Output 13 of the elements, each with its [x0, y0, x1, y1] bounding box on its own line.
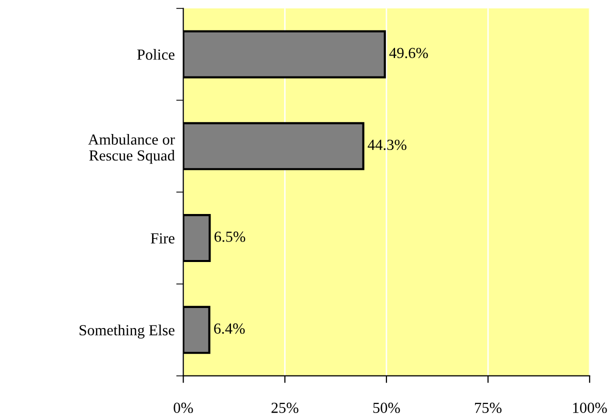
data-label: 6.5% [214, 232, 246, 242]
x-tick-label: 50% [373, 402, 400, 414]
x-tick-label: 0% [174, 402, 193, 414]
y-tick-label: Police [137, 49, 174, 60]
x-tick-label: 25% [272, 402, 298, 414]
y-tick-label: Something Else [80, 324, 174, 339]
data-label: 6.4% [214, 323, 245, 334]
x-tick-label: 75% [475, 402, 502, 414]
data-label: 49.6% [389, 48, 428, 58]
y-tick-label: Fire [150, 233, 174, 244]
y-tick-label: Ambulance or Rescue Squad [88, 134, 175, 164]
x-tick-label: 100% [573, 402, 607, 414]
data-label: 44.3% [368, 140, 406, 150]
